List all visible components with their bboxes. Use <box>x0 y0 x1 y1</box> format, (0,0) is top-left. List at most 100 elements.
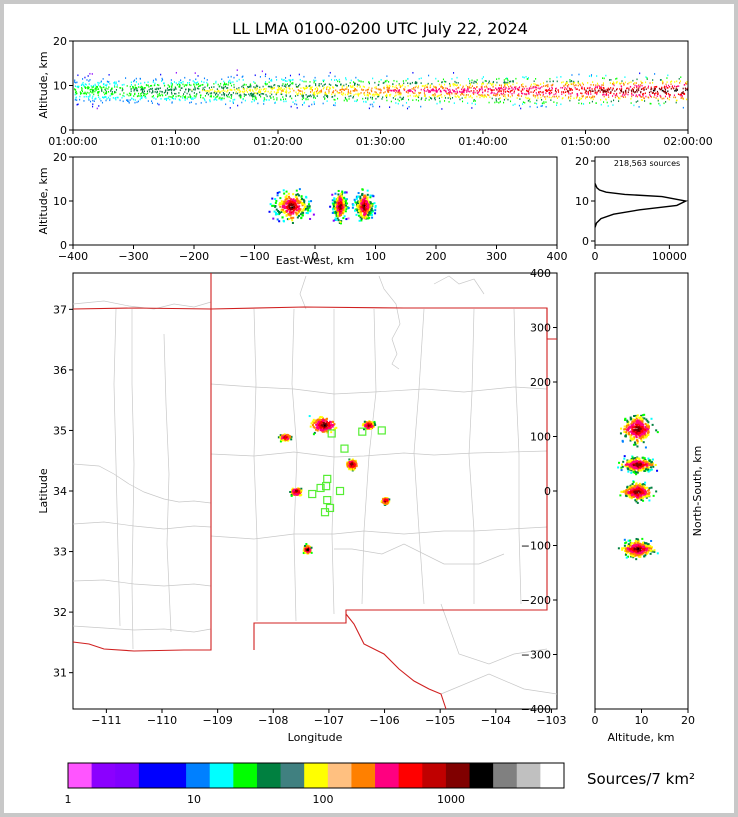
altitude-time-point <box>600 89 602 91</box>
altitude-time-point <box>306 96 308 98</box>
altitude-time-point <box>100 81 102 84</box>
altitude-time-point <box>159 94 161 97</box>
altitude-time-point <box>214 98 216 101</box>
north-south-point <box>640 423 643 426</box>
altitude-time-point <box>341 86 343 89</box>
east-west-point <box>274 198 277 201</box>
altitude-time-point <box>444 97 447 99</box>
altitude-time-point <box>341 91 343 93</box>
altitude-time-point <box>101 89 103 91</box>
altitude-time-point <box>243 90 245 93</box>
altitude-time-point <box>405 91 408 93</box>
altitude-time-point <box>444 94 446 97</box>
altitude-time-point <box>397 90 399 92</box>
east-west-point <box>374 212 377 215</box>
altitude-time-point <box>293 89 295 92</box>
east-west-point <box>281 200 284 203</box>
east-west-point <box>293 203 296 206</box>
altitude-time-point <box>555 91 557 93</box>
altitude-time-point <box>654 94 656 96</box>
altitude-time-point <box>187 96 189 98</box>
altitude-time-point <box>583 88 585 91</box>
altitude-time-point <box>98 105 100 107</box>
altitude-time-point <box>346 100 348 102</box>
east-west-point <box>340 209 343 212</box>
altitude-time-point <box>275 76 277 78</box>
altitude-time-point <box>153 97 155 99</box>
east-west-point <box>304 208 307 211</box>
east-west-point <box>295 209 298 212</box>
altitude-time-point <box>156 95 159 98</box>
east-west-point <box>370 209 373 212</box>
plan-view-point <box>306 547 309 550</box>
altitude-time-point <box>92 105 94 108</box>
altitude-time-point <box>481 94 483 96</box>
altitude-time-point <box>505 83 507 86</box>
plan-view-point <box>321 429 324 432</box>
plan-view-point <box>348 465 351 468</box>
altitude-time-point <box>404 86 406 88</box>
altitude-time-point <box>310 95 312 98</box>
altitude-time-point <box>366 93 368 96</box>
altitude-time-point <box>528 92 530 94</box>
north-south-point <box>641 414 644 417</box>
altitude-time-point <box>639 94 641 96</box>
plan-view-point <box>324 428 327 431</box>
altitude-time-point <box>89 94 91 96</box>
altitude-time-point <box>271 93 273 96</box>
altitude-time-point <box>555 95 558 98</box>
altitude-time-point <box>553 101 555 103</box>
altitude-time-point <box>514 103 516 106</box>
north-south-point <box>629 439 632 442</box>
altitude-time-point <box>135 81 137 83</box>
altitude-time-point <box>193 92 195 94</box>
altitude-time-point <box>654 87 656 90</box>
altitude-time-point <box>605 98 607 101</box>
altitude-time-point <box>579 83 581 86</box>
altitude-time-point <box>495 87 497 90</box>
plan-view-point <box>320 420 323 423</box>
altitude-time-point <box>250 85 252 88</box>
altitude-time-point <box>83 95 85 98</box>
east-west-point <box>337 195 340 198</box>
altitude-time-point <box>467 88 469 91</box>
altitude-time-point <box>155 98 157 100</box>
altitude-time-point <box>341 93 343 96</box>
altitude-time-point <box>664 87 666 90</box>
east-west-point <box>306 207 309 210</box>
altitude-time-point <box>353 94 355 96</box>
altitude-time-point <box>132 85 134 88</box>
north-south-point <box>626 420 629 423</box>
altitude-time-point <box>451 96 454 99</box>
altitude-time-point <box>136 95 138 98</box>
altitude-time-point <box>215 82 217 84</box>
altitude-time-point <box>628 89 630 91</box>
altitude-time-point <box>201 80 203 83</box>
altitude-time-point <box>431 89 433 91</box>
plan-view-point <box>302 552 305 555</box>
altitude-time-point <box>211 88 214 91</box>
altitude-time-point <box>292 82 294 85</box>
altitude-time-point <box>323 96 325 98</box>
plan-view-point <box>332 421 335 424</box>
altitude-time-point <box>452 89 454 91</box>
altitude-time-point <box>388 81 390 83</box>
altitude-time-point <box>180 82 183 84</box>
altitude-time-point <box>265 73 267 76</box>
altitude-time-point <box>498 101 500 104</box>
plan-view-point <box>319 426 322 429</box>
east-west-point <box>341 201 344 204</box>
altitude-time-point <box>448 91 450 94</box>
altitude-time-point <box>137 92 140 95</box>
altitude-time-point <box>476 86 478 88</box>
plan-view-point <box>302 549 305 552</box>
altitude-time-point <box>122 94 124 97</box>
north-south-point <box>646 419 649 422</box>
east-west-point <box>288 203 291 206</box>
north-south-point <box>630 458 633 461</box>
altitude-time-point <box>491 89 493 92</box>
altitude-time-point <box>412 92 414 94</box>
altitude-time-point <box>105 89 107 91</box>
altitude-time-point <box>92 89 94 91</box>
east-west-point <box>292 201 295 204</box>
